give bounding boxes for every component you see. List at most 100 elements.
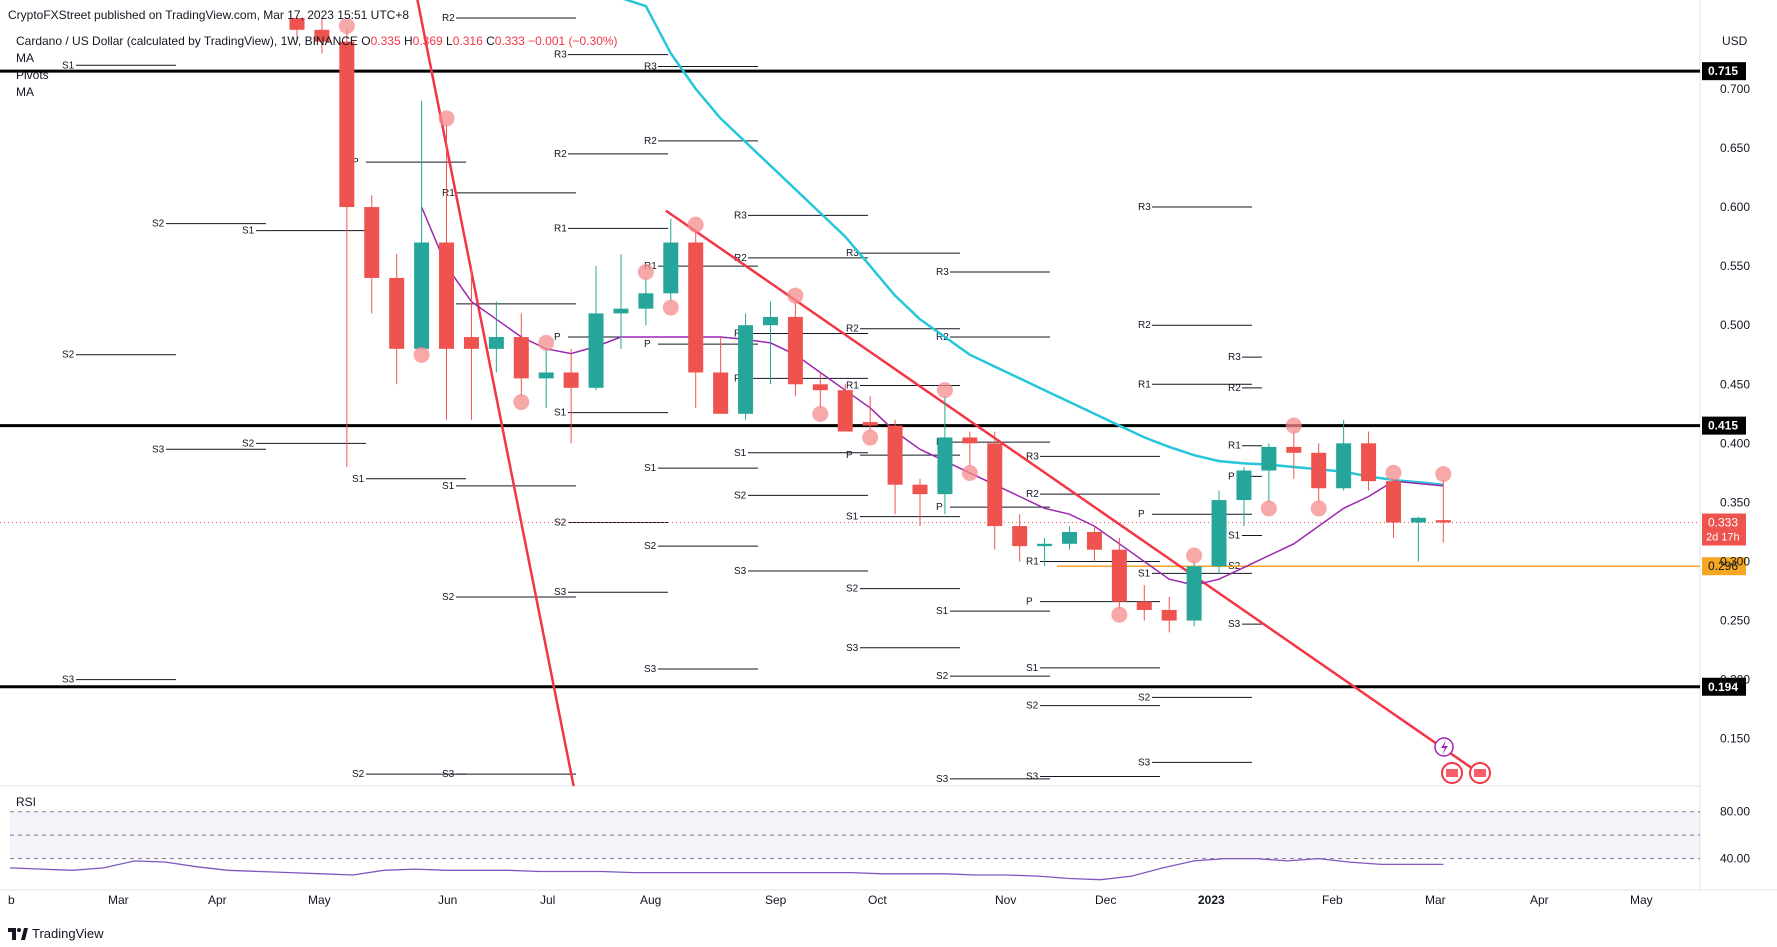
time-tick-label: Feb — [1322, 893, 1343, 907]
time-tick-label: Mar — [1425, 893, 1446, 907]
pivot-marker — [687, 216, 704, 233]
pivot-level-label: S1 — [554, 408, 567, 419]
last-price-tag — [1702, 513, 1746, 546]
indicator-ma-1[interactable]: MA — [16, 51, 34, 65]
pivot-marker — [1111, 606, 1128, 623]
candle-body — [663, 242, 679, 294]
pivot-level-label: S3 — [442, 769, 455, 780]
candles — [289, 18, 1451, 633]
publisher-text: CryptoFXStreet published on TradingView.… — [8, 8, 409, 22]
pivot-level-label: R3 — [1228, 352, 1241, 363]
event-icons[interactable] — [1434, 737, 1491, 784]
pivot-level-label: S1 — [734, 448, 747, 459]
candle-body — [738, 325, 754, 414]
pivot-level-label: S2 — [242, 438, 255, 449]
pivot-marker — [1435, 465, 1452, 482]
lightning-icon — [1441, 740, 1448, 755]
rsi-panel: 80.00 40.00 — [9, 805, 1750, 881]
footer-text: TradingView — [32, 926, 104, 941]
pivot-level-label: S2 — [936, 671, 949, 682]
price-axis[interactable]: 0.700 0.650 0.600 0.550 0.500 0.450 0.400 0.350… — [1720, 82, 1750, 746]
candle-body — [538, 372, 554, 379]
candle-body — [1435, 520, 1451, 523]
price-tick-label: 0.200 — [1720, 673, 1750, 687]
time-tick-label: Nov — [995, 893, 1016, 907]
candle-body — [937, 437, 953, 495]
pivot-level-label: R1 — [1026, 557, 1039, 568]
candle-body — [613, 308, 629, 314]
candle-body — [962, 437, 978, 444]
price-tick-label: 0.600 — [1720, 200, 1750, 214]
pivot-level-label: S3 — [846, 643, 859, 654]
trendlines — [416, 0, 1482, 787]
tradingview-icon — [8, 927, 28, 940]
pivot-level-label: S1 — [1228, 531, 1241, 542]
pivot-level-label: S2 — [1138, 692, 1151, 703]
pivot-level-label: P — [644, 339, 651, 350]
pivot-level-label: R2 — [644, 136, 657, 147]
indicator-pivots[interactable]: Pivots — [16, 68, 49, 82]
moving-averages — [420, 0, 1444, 586]
price-tick-label: 0.400 — [1720, 436, 1750, 450]
candle-body — [1286, 446, 1302, 453]
rsi-label[interactable]: RSI — [16, 795, 37, 809]
pivot-level-label: R2 — [1026, 489, 1039, 500]
pivot-level-label: S2 — [846, 584, 859, 595]
pivot-level-label: R3 — [936, 267, 949, 278]
candle-body — [414, 242, 430, 349]
pivot-level-label: R1 — [554, 223, 567, 234]
low-value: 0.316 — [452, 34, 483, 48]
pivot-marker — [338, 18, 355, 34]
flag-icon — [1446, 769, 1458, 777]
pivot-level-label: S1 — [62, 60, 75, 71]
price-tick-label: 0.450 — [1720, 377, 1750, 391]
pivot-level-label: S3 — [1026, 772, 1039, 783]
pivot-level-label: S3 — [554, 587, 567, 598]
time-tick-label: Apr — [1530, 893, 1549, 907]
price-tick-label: 0.300 — [1720, 555, 1750, 569]
pivot-level-label: P — [1228, 471, 1235, 482]
candle-body — [987, 443, 1003, 527]
candle-body — [787, 316, 803, 385]
support-tag-text: 0.296 — [1708, 559, 1738, 573]
pivot-marker — [637, 263, 654, 280]
candle-body — [488, 337, 504, 349]
pivot-level-label: P — [936, 502, 943, 513]
candle-body — [1062, 531, 1078, 544]
candle-body — [1161, 609, 1177, 621]
horizontal-levels: 0.715 0.415 0.194 0.296 0.333 2d 17h — [0, 62, 1746, 696]
rsi-level-label: 80.00 — [1720, 805, 1750, 819]
pivot-level-label: S2 — [734, 490, 747, 501]
time-tick-label: May — [1630, 893, 1653, 907]
pivot-level-label: S3 — [1138, 757, 1151, 768]
pivot-level-label: S2 — [442, 592, 455, 603]
pivot-level-label: R3 — [554, 50, 567, 61]
pivot-marker — [812, 405, 829, 422]
time-axis[interactable]: b Mar Apr May Jun Jul Aug Sep Oct Nov Dec 2023 Feb Ma… — [8, 893, 1653, 907]
key-level-tag — [1702, 416, 1746, 435]
key-level-tag-text: 0.415 — [1708, 419, 1738, 433]
candle-body — [1410, 517, 1426, 523]
pivot-level-label: P — [352, 157, 359, 168]
candle-body — [812, 384, 828, 391]
open-label: O — [361, 34, 371, 48]
pivot-level-label: R2 — [846, 324, 859, 335]
pivot-level-label: S1 — [352, 474, 365, 485]
indicator-ma-2[interactable]: MA — [16, 85, 34, 99]
pivot-level-label: S3 — [62, 675, 75, 686]
candle-body — [1385, 481, 1401, 523]
symbol-legend[interactable]: Cardano / US Dollar (calculated by Tradi… — [16, 34, 618, 48]
time-tick-label: 2023 — [1198, 893, 1225, 907]
candle-body — [713, 372, 729, 414]
pivot-level-label: S3 — [644, 664, 657, 675]
candle-body — [837, 390, 853, 432]
candle-body — [887, 425, 903, 485]
candle-body — [638, 293, 654, 309]
symbol-name: Cardano / US Dollar (calculated by Tradi… — [16, 34, 358, 48]
pivot-marker — [438, 110, 455, 127]
pivot-level-label: R3 — [1138, 202, 1151, 213]
pivot-levels: S1 S2 S1 S2 S3 S2 S3 P S1 S2 R2 R1 P S1 S2 S3 R3 R2 R1 P S1 S… — [62, 13, 1262, 785]
pivot-level-label: P — [1138, 509, 1145, 520]
candle-body — [1012, 526, 1028, 547]
